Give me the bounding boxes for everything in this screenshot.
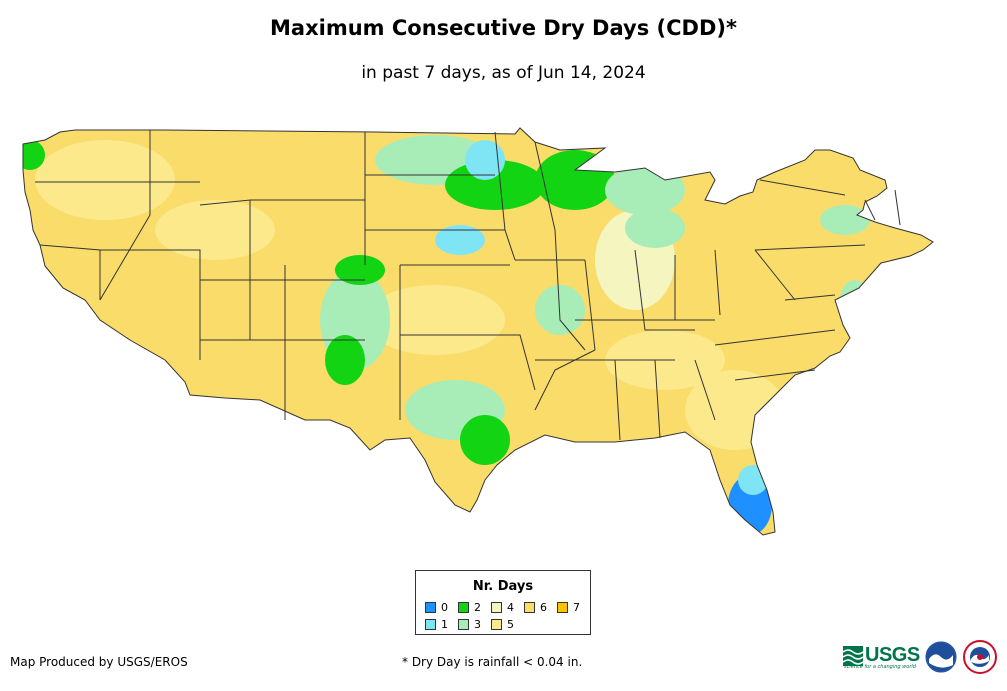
footnote: * Dry Day is rainfall < 0.04 in. bbox=[402, 655, 583, 669]
state-border bbox=[634, 249, 695, 331]
noaa-logo-icon bbox=[925, 641, 957, 673]
legend-item-5: 5 bbox=[491, 618, 514, 631]
state-border bbox=[534, 349, 596, 411]
state-border bbox=[759, 179, 846, 196]
region-minnesota-2 bbox=[535, 150, 615, 210]
legend-item-6: 6 bbox=[524, 601, 547, 614]
state-border bbox=[534, 141, 556, 231]
legend-label: 2 bbox=[474, 601, 481, 614]
legend-swatch bbox=[491, 619, 502, 630]
map-credit: Map Produced by USGS/EROS bbox=[10, 655, 188, 669]
nws-logo-icon bbox=[963, 640, 997, 674]
legend-label: 1 bbox=[441, 618, 448, 631]
region-ny-3 bbox=[820, 205, 870, 235]
state-border bbox=[864, 199, 876, 221]
legend-label: 7 bbox=[573, 601, 580, 614]
legend-swatch bbox=[425, 619, 436, 630]
legend-swatch bbox=[557, 602, 568, 613]
state-border bbox=[694, 359, 716, 421]
legend-item-7: 7 bbox=[557, 601, 580, 614]
legend-item-4: 4 bbox=[491, 601, 514, 614]
state-border bbox=[99, 130, 151, 301]
legend-item-1: 1 bbox=[425, 618, 448, 631]
legend-item-0: 0 bbox=[425, 601, 448, 614]
legend-label: 3 bbox=[474, 618, 481, 631]
region-pacific-nw-5 bbox=[35, 140, 175, 220]
legend-swatch bbox=[491, 602, 502, 613]
region-nm-2 bbox=[325, 335, 365, 385]
legend-label: 6 bbox=[540, 601, 547, 614]
region-missouri-3 bbox=[535, 285, 585, 335]
state-border bbox=[435, 334, 536, 391]
region-texas-2 bbox=[460, 415, 510, 465]
legend-swatch bbox=[425, 602, 436, 613]
region-colorado-2 bbox=[335, 255, 385, 285]
legend-label: 0 bbox=[441, 601, 448, 614]
legend-swatch bbox=[458, 602, 469, 613]
usgs-wordmark: USGS bbox=[865, 644, 920, 666]
region-california-6 bbox=[95, 300, 215, 400]
legend-label: 5 bbox=[507, 618, 514, 631]
map-title: Maximum Consecutive Dry Days (CDD)* bbox=[270, 16, 737, 40]
region-idaho-5 bbox=[155, 200, 275, 260]
usgs-wave-icon bbox=[843, 645, 863, 666]
state-border bbox=[734, 369, 816, 381]
state-border bbox=[714, 329, 836, 346]
region-delmarva-3 bbox=[840, 280, 870, 320]
legend: Nr. Days 0 1 2 3 4 5 6 7 bbox=[415, 570, 591, 635]
state-border bbox=[554, 229, 586, 351]
usgs-tagline: science for a changing world bbox=[844, 664, 916, 670]
region-michigan-3 bbox=[605, 165, 685, 215]
region-maine-2 bbox=[920, 170, 933, 240]
legend-item-2: 2 bbox=[458, 601, 481, 614]
state-border bbox=[754, 249, 796, 301]
region-wisconsin-3 bbox=[625, 208, 685, 248]
legend-swatch bbox=[524, 602, 535, 613]
state-border bbox=[654, 359, 661, 439]
legend-swatch bbox=[458, 619, 469, 630]
legend-title: Nr. Days bbox=[472, 579, 534, 594]
region-wa-coast-2 bbox=[23, 140, 45, 170]
state-border bbox=[754, 244, 866, 251]
us-dry-days-map bbox=[22, 127, 934, 536]
region-ndmn-1 bbox=[465, 140, 505, 180]
region-nebraska-1 bbox=[435, 225, 485, 255]
state-border bbox=[584, 259, 596, 351]
state-border bbox=[100, 249, 201, 360]
legend-item-3: 3 bbox=[458, 618, 481, 631]
legend-label: 4 bbox=[507, 601, 514, 614]
state-border bbox=[494, 131, 516, 261]
usgs-logo-icon: USGS bbox=[843, 644, 920, 667]
state-border bbox=[894, 189, 901, 226]
state-border bbox=[784, 294, 836, 301]
map-subtitle: in past 7 days, as of Jun 14, 2024 bbox=[361, 63, 646, 83]
state-border bbox=[614, 359, 621, 441]
state-border bbox=[714, 249, 721, 316]
